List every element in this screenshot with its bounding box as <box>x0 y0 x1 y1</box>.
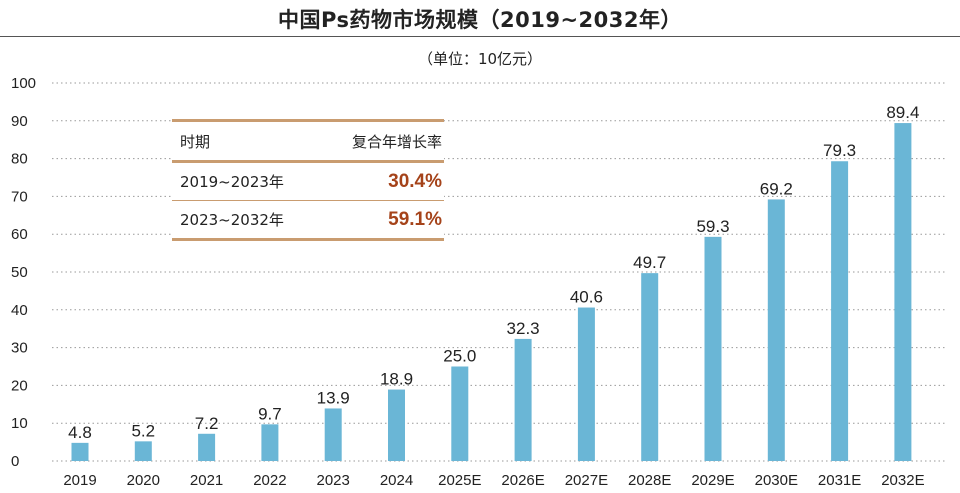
y-tick-label: 20 <box>11 377 28 394</box>
bar <box>641 273 659 461</box>
bar <box>767 199 785 461</box>
x-tick-label: 2029E <box>691 472 734 489</box>
y-tick-label: 100 <box>11 75 36 92</box>
bar <box>134 441 152 461</box>
x-tick-label: 2019 <box>63 472 96 489</box>
y-tick-label: 0 <box>11 453 19 470</box>
y-tick-label: 80 <box>11 151 28 168</box>
x-tick-label: 2020 <box>127 472 160 489</box>
bar-value-label: 49.7 <box>633 253 666 272</box>
cagr-rate: 59.1% <box>388 208 442 230</box>
bar <box>198 433 216 461</box>
bar <box>894 123 912 462</box>
bar-value-label: 13.9 <box>317 388 350 407</box>
y-tick-label: 90 <box>11 113 28 130</box>
y-tick-label: 40 <box>11 302 28 319</box>
cagr-header-period: 时期 <box>180 132 211 151</box>
bar <box>324 408 342 461</box>
x-tick-label: 2025E <box>438 472 481 489</box>
bar-value-label: 89.4 <box>886 103 919 122</box>
x-tick-label: 2032E <box>881 472 924 489</box>
title-rule <box>0 36 960 37</box>
bar <box>71 442 89 461</box>
cagr-top-rule <box>172 119 444 122</box>
unit-label: （单位：10亿元） <box>417 50 543 68</box>
x-tick-label: 2022 <box>253 472 286 489</box>
chart-title: 中国Ps药物市场规模（2019~2032年） <box>277 8 682 32</box>
cagr-row: 2019~2023年 30.4% <box>172 163 444 200</box>
bar-value-label: 69.2 <box>760 179 793 198</box>
cagr-rate: 30.4% <box>388 170 442 192</box>
bar-value-label: 7.2 <box>195 414 219 433</box>
bar-value-label: 59.3 <box>696 217 729 236</box>
x-tick-label: 2028E <box>628 472 671 489</box>
cagr-row: 2023~2032年 59.1% <box>172 201 444 238</box>
bar <box>514 338 532 461</box>
bar-value-label: 25.0 <box>443 347 476 366</box>
x-tick-label: 2023 <box>317 472 350 489</box>
x-tick-label: 2031E <box>818 472 861 489</box>
cagr-period: 2019~2023年 <box>180 173 284 191</box>
y-tick-label: 50 <box>11 264 28 281</box>
bar-value-label: 4.8 <box>68 423 92 442</box>
bar-value-label: 18.9 <box>380 370 413 389</box>
cagr-header-rule <box>172 160 444 163</box>
x-tick-label: 2027E <box>565 472 608 489</box>
x-tick-label: 2026E <box>501 472 544 489</box>
bar <box>261 424 279 461</box>
cagr-header-row: 时期 复合年增长率 <box>172 122 444 160</box>
bar <box>388 389 405 461</box>
y-tick-label: 10 <box>11 415 28 432</box>
x-tick-label: 2021 <box>190 472 223 489</box>
bar-value-label: 9.7 <box>258 404 282 423</box>
bar <box>451 366 469 461</box>
x-tick-label: 2030E <box>755 472 798 489</box>
bar-value-label: 79.3 <box>823 141 856 160</box>
y-tick-label: 70 <box>11 188 28 205</box>
cagr-period: 2023~2032年 <box>180 211 284 229</box>
bar-value-label: 32.3 <box>507 319 540 338</box>
y-tick-label: 30 <box>11 340 28 357</box>
bar <box>704 236 722 461</box>
bar-value-label: 40.6 <box>570 288 603 307</box>
bar <box>577 307 595 461</box>
bar <box>831 161 849 461</box>
cagr-table: 时期 复合年增长率 2019~2023年 30.4% 2023~2032年 59… <box>172 119 444 241</box>
x-tick-label: 2024 <box>380 472 413 489</box>
cagr-bottom-rule <box>172 238 444 241</box>
bar-value-label: 5.2 <box>131 421 155 440</box>
cagr-header-rate: 复合年增长率 <box>351 132 442 151</box>
cagr-row-rule <box>172 200 444 201</box>
y-tick-label: 60 <box>11 226 28 243</box>
